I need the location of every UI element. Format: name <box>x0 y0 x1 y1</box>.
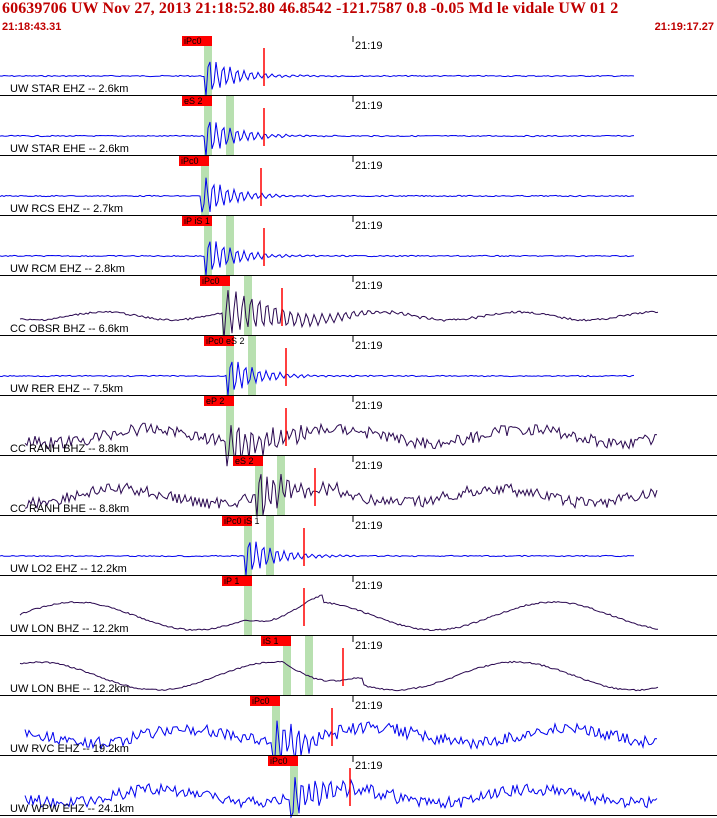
seismogram-trace <box>24 720 658 763</box>
pick-label: iS 1 <box>263 636 279 646</box>
event-header: 60639706 UW Nov 27, 2013 21:18:52.80 46.… <box>0 0 717 36</box>
pick-label: iP iS 1 <box>184 216 210 226</box>
seismogram-trace <box>24 422 658 467</box>
pick-label: eS 2 <box>235 456 254 466</box>
seismogram-trace <box>24 777 658 818</box>
pick-flag <box>233 456 263 466</box>
phase-window <box>248 336 256 396</box>
time-marker-label: 21:19 <box>355 760 383 772</box>
seismogram-trace <box>19 660 659 692</box>
station-label: UW WPW EHZ -- 24.1km <box>10 803 134 815</box>
pick-label: eS 2 <box>184 96 203 106</box>
pick-flag <box>182 36 212 46</box>
phase-window <box>204 96 212 156</box>
pick-label: iPc0 <box>181 156 199 166</box>
time-marker-label: 21:19 <box>355 280 383 292</box>
phase-window <box>283 636 291 696</box>
pick-flag <box>200 276 230 286</box>
phase-window <box>244 576 252 636</box>
phase-window <box>244 276 252 336</box>
pick-flag <box>182 216 212 226</box>
phase-window <box>244 516 252 576</box>
time-marker-label: 21:19 <box>355 460 383 472</box>
station-label: UW LO2 EHZ -- 12.2km <box>10 563 127 575</box>
event-title: 60639706 UW Nov 27, 2013 21:18:52.80 46.… <box>2 0 619 17</box>
pick-label: iPc0 <box>252 696 270 706</box>
seismogram-trace <box>0 61 635 96</box>
pick-label: eP 2 <box>206 396 224 406</box>
station-label: UW LON BHE -- 12.2km <box>10 683 129 695</box>
seismogram-trace <box>19 290 659 340</box>
phase-window <box>226 396 234 456</box>
seismogram-trace <box>0 541 634 576</box>
seismogram-trace <box>0 241 635 276</box>
pick-flag <box>204 396 234 406</box>
phase-window <box>290 756 298 816</box>
station-label: UW STAR EHE -- 2.6km <box>10 143 129 155</box>
station-label: UW RVC EHZ -- 19.2km <box>10 743 129 755</box>
station-label: UW RCM EHZ -- 2.8km <box>10 263 125 275</box>
pick-label: iPc0 iS 1 <box>224 516 260 526</box>
phase-window <box>305 636 313 696</box>
station-label: UW RCS EHZ -- 2.7km <box>10 203 123 215</box>
time-marker-label: 21:19 <box>355 640 383 652</box>
phase-window <box>272 696 280 756</box>
pick-flag <box>268 756 298 766</box>
start-time: 21:18:43.31 <box>2 21 62 33</box>
station-label: UW LON BHZ -- 12.2km <box>10 623 129 635</box>
time-marker-label: 21:19 <box>355 580 383 592</box>
seismogram-panel: 21:19 iPc0 UW STAR EHZ -- 2.6km 21:19 eS 2 UW… <box>0 36 717 818</box>
pick-flag <box>222 576 252 586</box>
phase-window <box>204 216 212 276</box>
pick-flag <box>250 696 280 706</box>
station-label: UW RER EHZ -- 7.5km <box>10 383 123 395</box>
time-marker-label: 21:19 <box>355 700 383 712</box>
pick-flag <box>179 156 209 166</box>
phase-window <box>277 456 285 516</box>
phase-window <box>226 216 234 276</box>
station-label: CC OBSR BHZ -- 6.6km <box>10 323 129 335</box>
pick-label: iP 1 <box>224 576 239 586</box>
station-label: CC RANH BHE -- 8.8km <box>10 503 129 515</box>
pick-flag <box>222 516 252 526</box>
pick-label: iPc0 <box>202 276 220 286</box>
pick-label: iPc0 <box>270 756 288 766</box>
station-label: UW STAR EHZ -- 2.6km <box>10 83 128 95</box>
seismogram-trace <box>24 473 658 517</box>
time-marker-label: 21:19 <box>355 340 383 352</box>
seismogram-trace <box>0 361 635 396</box>
time-marker-label: 21:19 <box>355 40 383 52</box>
pick-label: iPc0 eS 2 <box>206 336 245 346</box>
pick-flag <box>204 336 234 346</box>
pick-label: iPc0 <box>184 36 202 46</box>
seismogram-trace <box>0 177 635 213</box>
time-marker-label: 21:19 <box>355 160 383 172</box>
phase-window <box>222 276 230 336</box>
pick-flag <box>182 96 212 106</box>
phase-window <box>226 336 234 396</box>
phase-window <box>266 516 274 576</box>
seismogram-trace <box>0 121 635 157</box>
time-marker-label: 21:19 <box>355 400 383 412</box>
end-time: 21:19:17.27 <box>654 21 714 33</box>
phase-window <box>226 96 234 156</box>
seismogram-trace <box>19 594 658 632</box>
time-marker-label: 21:19 <box>355 520 383 532</box>
time-marker-label: 21:19 <box>355 220 383 232</box>
station-label: CC RANH BHZ -- 8.8km <box>10 443 129 455</box>
time-marker-label: 21:19 <box>355 100 383 112</box>
pick-flag <box>261 636 291 646</box>
